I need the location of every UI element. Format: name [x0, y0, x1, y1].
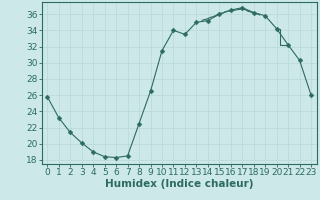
- X-axis label: Humidex (Indice chaleur): Humidex (Indice chaleur): [105, 179, 253, 189]
